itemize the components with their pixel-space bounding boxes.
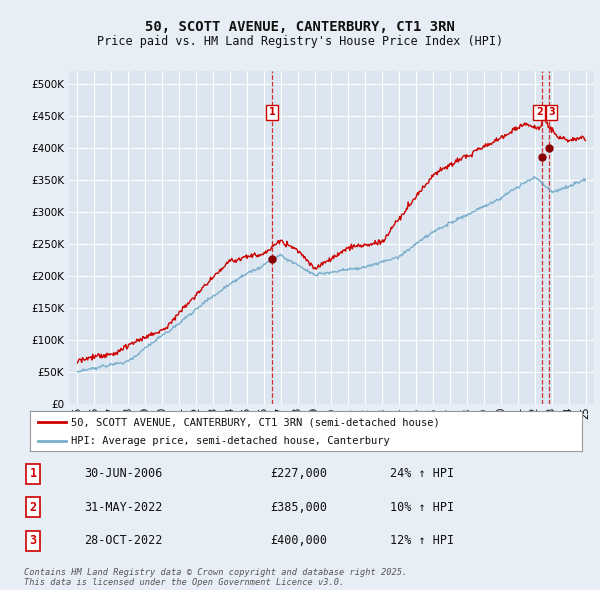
Text: 50, SCOTT AVENUE, CANTERBURY, CT1 3RN (semi-detached house): 50, SCOTT AVENUE, CANTERBURY, CT1 3RN (s…: [71, 418, 440, 428]
Text: 3: 3: [29, 534, 37, 547]
Text: Price paid vs. HM Land Registry's House Price Index (HPI): Price paid vs. HM Land Registry's House …: [97, 35, 503, 48]
Text: 50, SCOTT AVENUE, CANTERBURY, CT1 3RN: 50, SCOTT AVENUE, CANTERBURY, CT1 3RN: [145, 19, 455, 34]
Text: 2: 2: [29, 501, 37, 514]
Text: 30-JUN-2006: 30-JUN-2006: [84, 467, 163, 480]
Text: 2: 2: [536, 107, 542, 117]
Text: Contains HM Land Registry data © Crown copyright and database right 2025.
This d: Contains HM Land Registry data © Crown c…: [24, 568, 407, 587]
Text: 1: 1: [269, 107, 275, 117]
Text: HPI: Average price, semi-detached house, Canterbury: HPI: Average price, semi-detached house,…: [71, 437, 390, 446]
Text: 1: 1: [29, 467, 37, 480]
Text: 10% ↑ HPI: 10% ↑ HPI: [390, 501, 454, 514]
Text: 28-OCT-2022: 28-OCT-2022: [84, 534, 163, 547]
Text: £385,000: £385,000: [270, 501, 327, 514]
Text: 3: 3: [548, 107, 554, 117]
Text: 31-MAY-2022: 31-MAY-2022: [84, 501, 163, 514]
Text: 24% ↑ HPI: 24% ↑ HPI: [390, 467, 454, 480]
Text: £227,000: £227,000: [270, 467, 327, 480]
Text: 12% ↑ HPI: 12% ↑ HPI: [390, 534, 454, 547]
Text: £400,000: £400,000: [270, 534, 327, 547]
